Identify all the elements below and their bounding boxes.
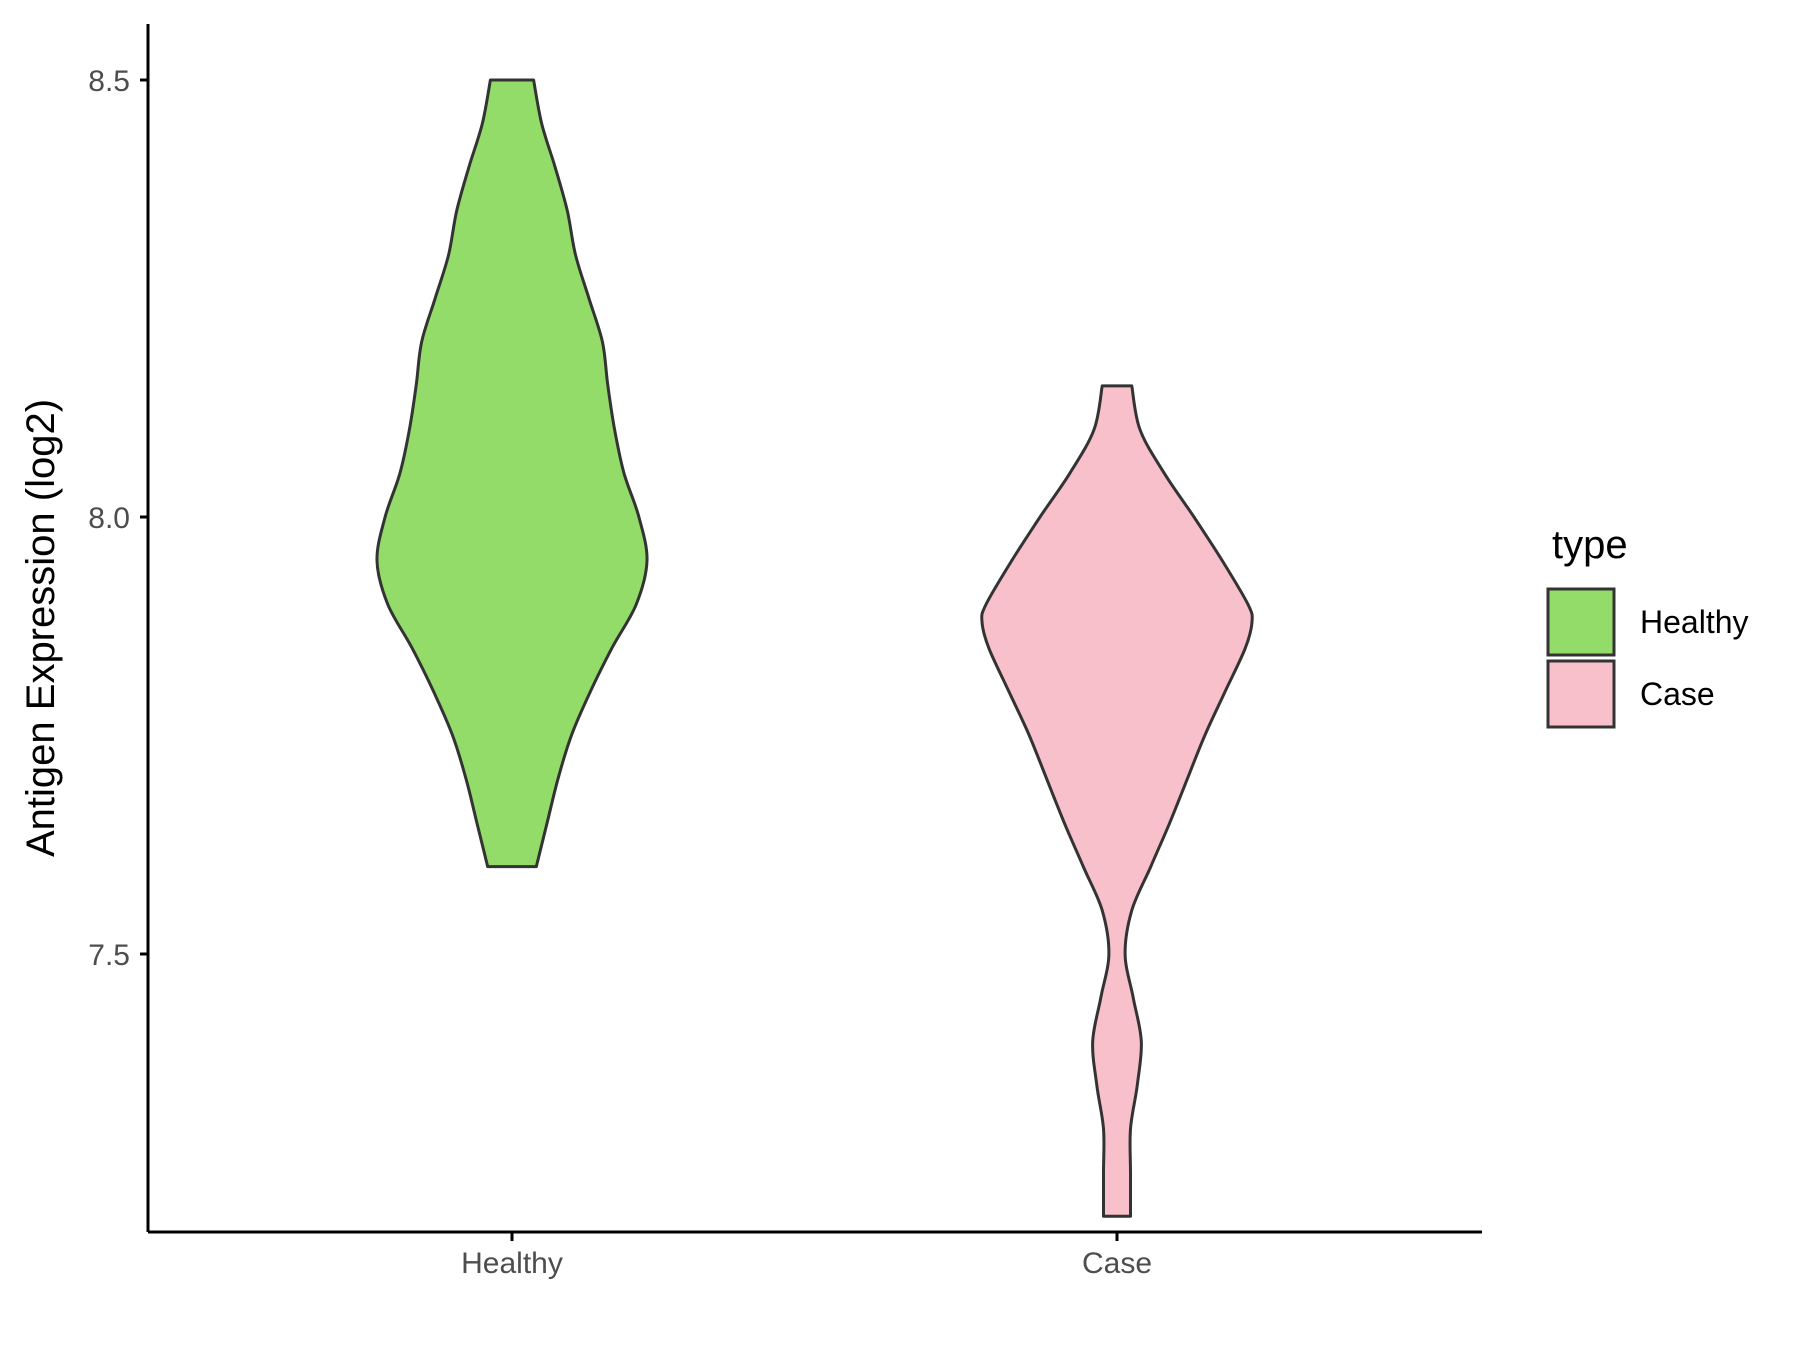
y-axis-title: Antigen Expression (log2) <box>19 399 63 857</box>
x-tick-label: Healthy <box>461 1247 563 1280</box>
y-axis-ticks: 7.5 8.0 8.5 <box>88 65 148 972</box>
x-axis-ticks: Healthy Case <box>461 1232 1152 1280</box>
legend-swatch-case <box>1546 659 1616 729</box>
y-tick-label: 8.5 <box>88 65 130 98</box>
violin-layer <box>375 78 1254 1218</box>
legend-label-case: Case <box>1640 676 1715 712</box>
x-tick-label: Case <box>1082 1247 1152 1280</box>
y-tick-label: 8.0 <box>88 502 130 535</box>
legend: type Healthy Case <box>1546 523 1749 729</box>
legend-title: type <box>1552 523 1628 567</box>
legend-label-healthy: Healthy <box>1640 604 1749 640</box>
legend-entries: Healthy Case <box>1546 587 1749 729</box>
legend-swatch-healthy <box>1546 587 1616 657</box>
violin-case <box>980 384 1254 1218</box>
y-tick-label: 7.5 <box>88 939 130 972</box>
violin-healthy <box>375 78 649 869</box>
